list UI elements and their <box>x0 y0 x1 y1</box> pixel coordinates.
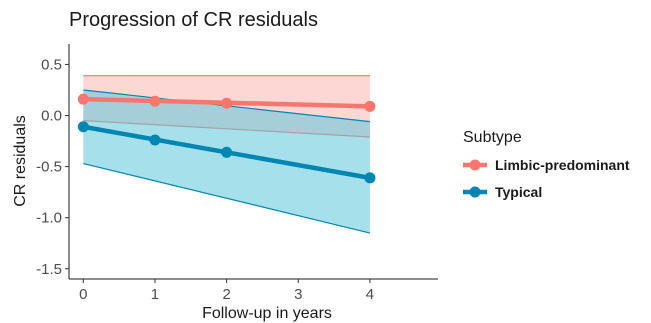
x-tick-label: 3 <box>294 286 302 303</box>
legend-label-limbic-predominant: Limbic-predominant <box>495 157 630 173</box>
y-axis-title: CR residuals <box>12 115 29 207</box>
data-point-limbic-predominant <box>77 93 89 105</box>
y-tick-label: 0.5 <box>41 56 62 73</box>
data-point-typical <box>149 134 161 146</box>
y-tick-label: 0.0 <box>41 108 62 125</box>
data-point-typical <box>77 121 89 133</box>
data-point-limbic-predominant <box>149 95 161 107</box>
legend-items: Limbic-predominant Typical <box>463 157 630 200</box>
x-tick-label: 0 <box>79 286 87 303</box>
chart-title: Progression of CR residuals <box>69 9 318 31</box>
legend-title: Subtype <box>463 129 522 146</box>
legend-key-point-typical <box>469 186 481 198</box>
y-axis-ticks: 0.5 0.0 -0.5 -1.0 -1.5 <box>36 56 69 278</box>
legend-key-point-limbic-predominant <box>469 159 481 171</box>
x-tick-label: 2 <box>222 286 230 303</box>
x-tick-label: 4 <box>366 286 374 303</box>
x-axis-ticks: 0 1 2 3 4 <box>79 279 374 303</box>
x-axis-title: Follow-up in years <box>202 305 332 322</box>
data-point-limbic-predominant <box>221 97 233 109</box>
y-tick-label: -1.0 <box>36 210 62 227</box>
data-point-typical <box>221 146 233 158</box>
band-lower-line-typical <box>83 162 371 234</box>
y-tick-label: -0.5 <box>36 159 62 176</box>
y-tick-label: -1.5 <box>36 261 62 278</box>
legend-label-typical: Typical <box>495 184 542 200</box>
data-point-limbic-predominant <box>364 100 376 112</box>
x-tick-label: 1 <box>151 286 159 303</box>
plot-area <box>77 75 376 234</box>
legend: Subtype Limbic-predominant Typical <box>463 129 630 200</box>
data-point-typical <box>364 172 376 184</box>
confidence-band-typical <box>83 89 370 234</box>
